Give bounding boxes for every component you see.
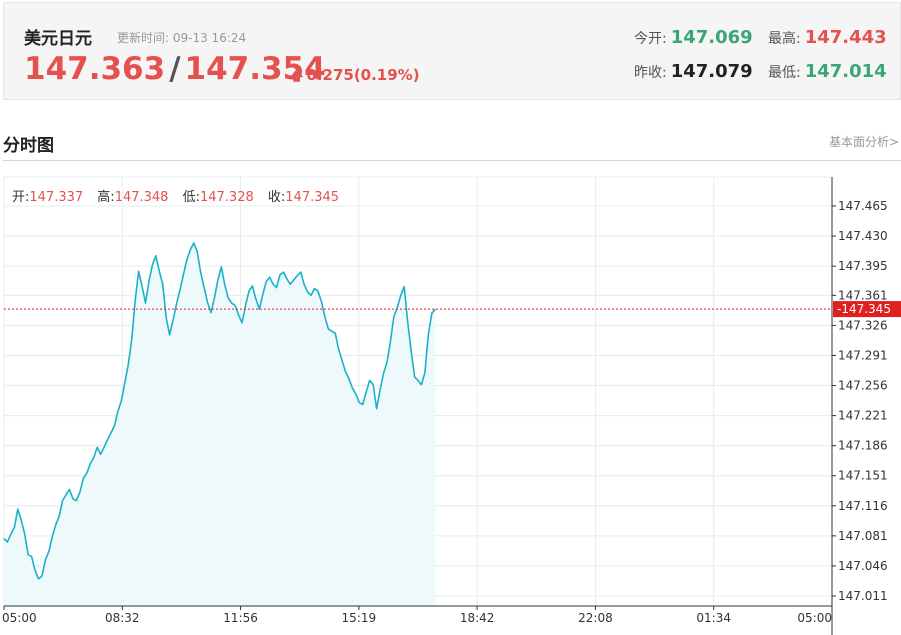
ohlc-low-value: 147.328 <box>199 190 254 205</box>
prev-close-label: 昨收: <box>634 65 667 81</box>
x-tick-label: 05:00 <box>797 611 832 625</box>
prev-close-stat: 昨收: 147.079 <box>634 61 753 82</box>
quote-panel: 美元日元 更新时间: 09-13 16:24 147.363/147.354 🡅… <box>3 2 901 100</box>
current-price-label: -147.345 <box>837 302 891 316</box>
low-label: 最低: <box>768 65 801 81</box>
high-value: 147.443 <box>804 27 887 48</box>
price-change-value: 0.275(0.19%) <box>306 66 420 84</box>
x-tick-label: 01:34 <box>696 611 731 625</box>
y-tick-label: 147.465 <box>838 199 888 213</box>
section-divider <box>3 160 901 161</box>
y-tick-label: 147.186 <box>838 439 888 453</box>
update-time: 更新时间: 09-13 16:24 <box>117 29 246 46</box>
ohlc-readout: 开:147.337 高:147.348 低:147.328 收:147.345 <box>12 186 349 205</box>
x-tick-label: 05:00 <box>2 611 37 625</box>
y-tick-label: 147.116 <box>838 499 888 513</box>
price-separator: / <box>169 51 181 87</box>
ohlc-open-label: 开: <box>12 190 30 205</box>
price-line <box>3 242 436 580</box>
ohlc-close-label: 收: <box>267 190 286 205</box>
ohlc-low-label: 低: <box>182 190 200 205</box>
y-tick-label: 147.430 <box>838 229 888 243</box>
prev-close-value: 147.079 <box>670 61 753 82</box>
x-tick-label: 15:19 <box>342 611 377 625</box>
ohlc-high-label: 高: <box>97 190 115 205</box>
ohlc-high-value: 147.348 <box>114 190 169 205</box>
pair-name: 美元日元 <box>24 29 92 49</box>
high-label: 最高: <box>768 31 801 47</box>
x-tick-label: 11:56 <box>223 611 258 625</box>
open-value: 147.069 <box>670 27 753 48</box>
price-area <box>4 242 436 606</box>
y-tick-label: 147.046 <box>838 559 888 573</box>
y-tick-label: 147.221 <box>838 409 888 423</box>
low-value: 147.014 <box>804 61 887 82</box>
y-tick-label: 147.361 <box>838 288 888 302</box>
up-arrow-icon: 🡅 <box>290 69 304 84</box>
ohlc-close-value: 147.345 <box>285 190 340 205</box>
update-time-label: 更新时间: <box>117 31 170 45</box>
y-tick-label: 147.395 <box>838 259 888 273</box>
fundamental-analysis-link[interactable]: 基本面分析> <box>828 135 899 149</box>
y-tick-label: 147.151 <box>838 469 888 483</box>
y-tick-label: 147.081 <box>838 529 888 543</box>
ohlc-open-value: 147.337 <box>29 190 84 205</box>
bid-ask-price: 147.363/147.354 <box>24 51 326 87</box>
price-change: 🡅 0.275(0.19%) <box>290 66 420 89</box>
y-tick-label: 147.291 <box>838 348 888 362</box>
open-label: 今开: <box>634 31 667 47</box>
x-tick-label: 18:42 <box>460 611 495 625</box>
y-tick-label: 147.011 <box>838 589 888 603</box>
open-stat: 今开: 147.069 <box>634 27 753 48</box>
low-stat: 最低: 147.014 <box>768 61 887 82</box>
x-tick-label: 22:08 <box>578 611 613 625</box>
update-time-value: 09-13 16:24 <box>172 31 247 45</box>
ask-price: 147.354 <box>184 51 326 87</box>
x-tick-label: 08:32 <box>105 611 140 625</box>
section-title: 分时图 <box>3 136 54 156</box>
y-tick-label: 147.256 <box>838 379 888 393</box>
bid-price: 147.363 <box>24 51 166 87</box>
high-stat: 最高: 147.443 <box>768 27 887 48</box>
current-price-tag <box>833 301 901 318</box>
y-tick-label: 147.326 <box>838 318 888 332</box>
